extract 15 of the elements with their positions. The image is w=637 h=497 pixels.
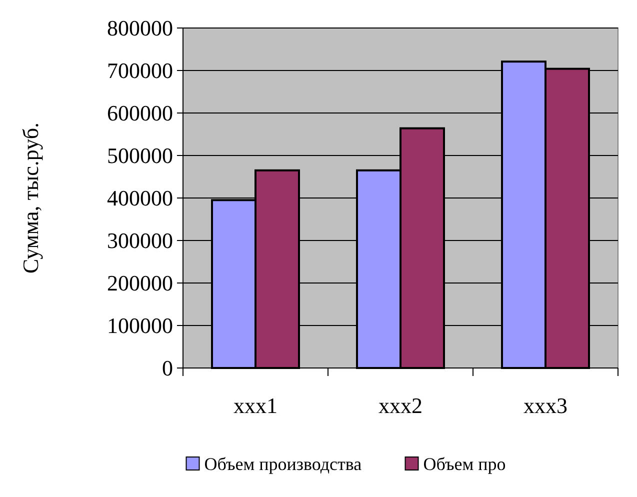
- y-tick-label: 300000: [107, 228, 173, 253]
- x-tick-label: xxx1: [234, 393, 278, 418]
- x-tick-label: xxx3: [524, 393, 568, 418]
- y-tick-label: 0: [162, 356, 173, 380]
- x-tick-label: xxx2: [378, 393, 422, 418]
- y-tick-label: 100000: [107, 313, 173, 338]
- y-tick-label: 200000: [107, 270, 173, 296]
- y-tick-label: 500000: [107, 143, 173, 168]
- y-tick-label: 600000: [107, 100, 173, 126]
- y-tick-label: 700000: [107, 58, 173, 83]
- y-tick-label: 800000: [107, 16, 173, 40]
- y-axis-title: Сумма, тыс.руб.: [18, 122, 43, 274]
- y-tick-label: 400000: [107, 186, 173, 210]
- legend-label: Объем производства: [204, 454, 362, 474]
- legend-label: Объем про: [423, 454, 506, 474]
